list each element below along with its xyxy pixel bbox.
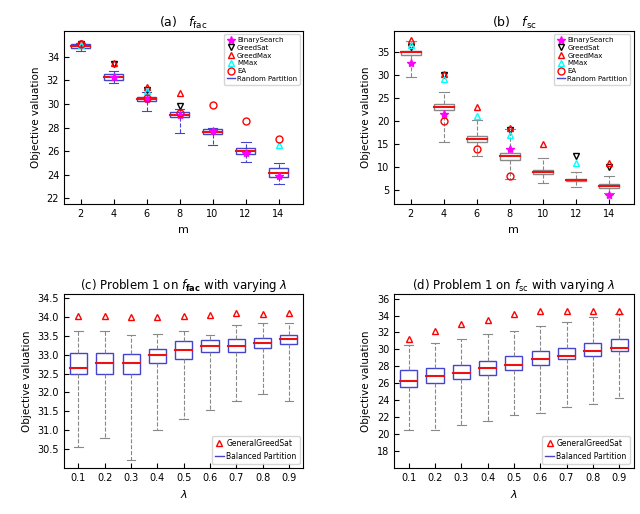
- Bar: [236, 148, 255, 154]
- Y-axis label: Objective valuation: Objective valuation: [31, 67, 41, 168]
- Bar: [104, 74, 124, 80]
- Bar: [70, 353, 87, 374]
- Bar: [401, 51, 420, 56]
- Bar: [149, 349, 166, 363]
- Bar: [426, 368, 444, 383]
- Bar: [203, 129, 223, 134]
- Title: (d) Problem 1 on $f_{\rm sc}$ with varying $\lambda$: (d) Problem 1 on $f_{\rm sc}$ with varyi…: [412, 278, 616, 295]
- Bar: [467, 136, 486, 142]
- Bar: [452, 365, 470, 379]
- Legend: BinarySearch, GreedSat, GreedMax, MMax, EA, Random Partition: BinarySearch, GreedSat, GreedMax, MMax, …: [224, 34, 300, 84]
- Title: (c) Problem 1 on $f_{\bf fac}$ with varying $\lambda$: (c) Problem 1 on $f_{\bf fac}$ with vary…: [80, 278, 287, 295]
- Bar: [434, 104, 454, 111]
- Legend: GeneralGreedSat, Balanced Partition: GeneralGreedSat, Balanced Partition: [542, 436, 630, 464]
- Bar: [254, 338, 271, 348]
- Bar: [599, 185, 619, 188]
- Bar: [202, 340, 218, 352]
- Title: (b)   $f_{\rm sc}$: (b) $f_{\rm sc}$: [492, 15, 536, 31]
- Legend: GeneralGreedSat, Balanced Partition: GeneralGreedSat, Balanced Partition: [212, 436, 300, 464]
- Bar: [532, 351, 548, 364]
- Bar: [584, 342, 602, 356]
- Bar: [136, 97, 156, 101]
- Bar: [175, 341, 192, 359]
- Bar: [566, 179, 586, 181]
- Bar: [506, 356, 522, 371]
- Bar: [170, 113, 189, 117]
- Y-axis label: Objective valuation: Objective valuation: [22, 331, 32, 432]
- Bar: [70, 44, 90, 48]
- Y-axis label: Objective valuation: Objective valuation: [362, 331, 371, 432]
- Bar: [558, 347, 575, 359]
- Bar: [280, 335, 298, 344]
- Bar: [500, 153, 520, 160]
- Bar: [228, 339, 245, 352]
- Y-axis label: Objective valuation: Objective valuation: [362, 67, 371, 168]
- X-axis label: $\lambda$: $\lambda$: [180, 488, 188, 500]
- Legend: BinarySearch, GreedSat, GreedMax, MMax, EA, Random Partition: BinarySearch, GreedSat, GreedMax, MMax, …: [554, 34, 630, 84]
- Bar: [400, 371, 417, 388]
- X-axis label: m: m: [509, 225, 520, 234]
- Bar: [533, 170, 553, 174]
- Bar: [479, 361, 496, 375]
- Title: (a)   $f_{\rm fac}$: (a) $f_{\rm fac}$: [159, 15, 208, 31]
- X-axis label: m: m: [178, 225, 189, 234]
- Bar: [96, 353, 113, 374]
- X-axis label: $\lambda$: $\lambda$: [510, 488, 518, 500]
- Bar: [122, 354, 140, 374]
- Bar: [269, 168, 289, 177]
- Bar: [611, 339, 628, 351]
